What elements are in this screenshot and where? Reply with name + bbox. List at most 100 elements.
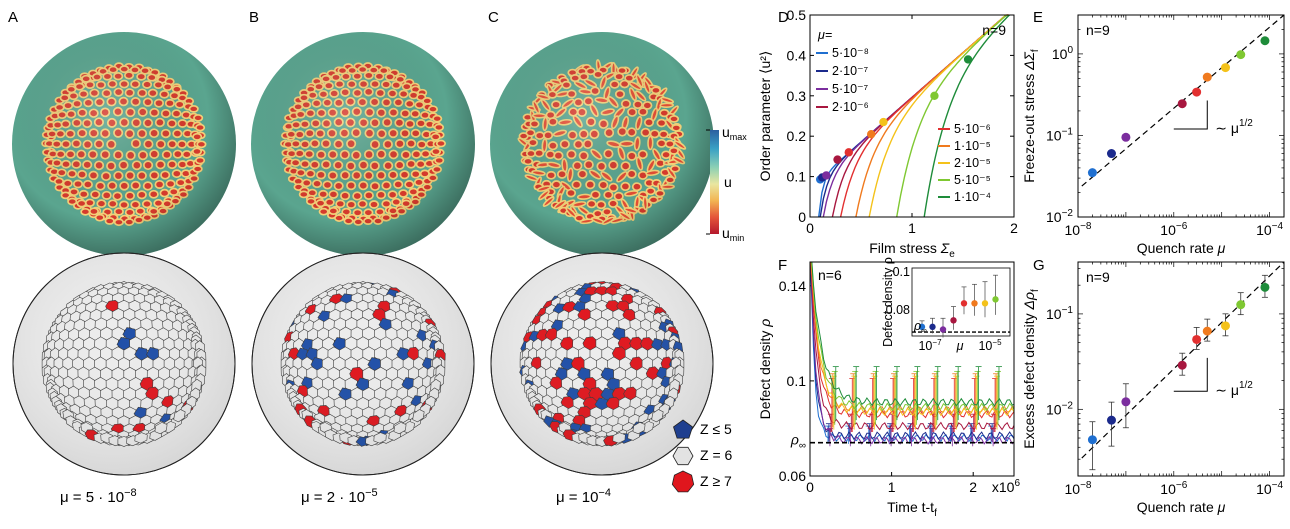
- data-point-7: [1220, 63, 1230, 73]
- panel-label-a: A: [8, 9, 18, 26]
- legend-label-2: 2·10⁻⁷: [832, 64, 869, 78]
- x-tick-label: 10−4: [1256, 480, 1283, 497]
- x-tick-label: 0: [806, 479, 814, 495]
- inset-xtick-1: 10−7: [918, 338, 942, 353]
- x-tick-label: 0: [806, 220, 814, 236]
- y-axis-label: Freeze-out stress ΔΣf: [1021, 49, 1041, 183]
- decay-line-3: [810, 262, 1014, 445]
- y-tick-label: 100: [1052, 45, 1074, 62]
- hexagon-icon: [672, 446, 694, 466]
- inset-point-1: [918, 323, 926, 331]
- y-tick-label: 10−2: [1046, 208, 1073, 225]
- legend-label-9: 1·10⁻⁴: [954, 190, 991, 204]
- colorbar-max-label: umax: [722, 124, 747, 142]
- legend-title: μ=: [817, 28, 832, 42]
- series-line-9: [923, 14, 1010, 218]
- defect-legend: Z ≤ 5 Z = 6 Z ≥ 7: [671, 419, 733, 493]
- inset-ylabel: Defect density ρ: [881, 257, 895, 347]
- annotation: n=9: [1086, 269, 1110, 285]
- plot-frame: [1077, 14, 1285, 218]
- x-tick-label: 2: [1010, 220, 1018, 236]
- data-point-4: [1177, 360, 1187, 370]
- y-axis-label: Order parameter ⟨u²⟩: [757, 51, 773, 182]
- x-multiplier: x106: [992, 478, 1021, 495]
- slope-label: ∼ μ1/2: [1215, 118, 1253, 136]
- sphere-outline: [251, 252, 475, 476]
- inset-point-8: [992, 296, 999, 303]
- data-point-6: [1202, 326, 1212, 336]
- y-tick-label: 0.4: [787, 47, 807, 63]
- defect-sphere-3: [490, 252, 714, 476]
- x-tick-label: 10−6: [1160, 480, 1187, 497]
- decay-line-7: [810, 262, 1014, 417]
- colorbar-min-label: umin: [722, 225, 744, 243]
- series-line-7: [868, 14, 1008, 218]
- panel-label-b: B: [249, 9, 259, 26]
- sphere-shading: [251, 32, 475, 256]
- pattern-spheres: [12, 32, 714, 256]
- data-point-1: [1087, 435, 1097, 445]
- annotation: n=9: [982, 22, 1006, 38]
- pattern-sphere-a: [12, 32, 236, 256]
- y-tick-label: 0.1: [787, 373, 807, 389]
- data-point-9: [1260, 282, 1270, 292]
- chart-g: 10−8 10−6 10−4 10−2 10−1 ∼ μ1/2 n=9 Quench rate…: [1021, 261, 1285, 515]
- chart-e: 10−8 10−6 10−4 10−2 10−1 100 ∼ μ1/2 n=9 Quench r…: [1021, 14, 1285, 256]
- y-tick-label: 0.2: [787, 128, 807, 144]
- legend-z7: Z ≥ 7: [700, 473, 732, 489]
- x-tick-label: 10−8: [1065, 221, 1092, 238]
- inset-ytick2: 0.08: [886, 303, 910, 317]
- x-axis-label: Quench rate μ: [1137, 240, 1226, 256]
- y-tick-label: 10−1: [1046, 305, 1073, 322]
- decay-line-2: [810, 265, 1014, 441]
- pattern-sphere-b: [251, 32, 475, 256]
- data-point-1: [1087, 168, 1097, 178]
- inset-ytick: 0.1: [893, 265, 910, 279]
- defect-sphere-1: [12, 252, 236, 476]
- sphere-shading: [12, 32, 236, 256]
- caption-c: μ = 10−4: [556, 487, 611, 506]
- annotation: n=6: [818, 267, 842, 283]
- inset-point-4: [950, 317, 957, 324]
- series-line-8: [896, 14, 1009, 218]
- defect-spheres: [12, 252, 714, 476]
- panel-label-d: D: [778, 9, 789, 26]
- panel-label-e: E: [1033, 9, 1043, 26]
- series-marker-6: [867, 129, 876, 139]
- data-point-6: [1202, 72, 1212, 82]
- panel-label-c: C: [488, 9, 499, 26]
- inset-rho-label: ρ∞: [913, 319, 927, 335]
- inset-xlabel: μ: [956, 339, 964, 353]
- sphere-outline: [12, 252, 236, 476]
- data-point-3: [1121, 132, 1131, 142]
- x-axis-label: Film stress Σe: [869, 240, 955, 260]
- legend-label-8: 5·10⁻⁵: [954, 173, 991, 187]
- pentagon-icon: [673, 419, 693, 439]
- data-point-2: [1106, 149, 1116, 159]
- data-point-2: [1106, 415, 1116, 425]
- series-marker-3: [822, 171, 831, 180]
- slope-triangle: [1173, 100, 1208, 130]
- y-tick-label: 0.1: [787, 169, 807, 185]
- pattern-sphere-c: [490, 32, 714, 256]
- colorbar: umax u umin: [706, 124, 747, 243]
- inset-xtick-2: 10−5: [978, 338, 1002, 353]
- y-tick-label: 0.3: [787, 88, 807, 104]
- annotation: n=9: [1086, 22, 1110, 38]
- colorbar-mid-label: u: [724, 174, 732, 190]
- decay-line-1: [810, 274, 1014, 443]
- data-point-9: [1260, 36, 1270, 46]
- colorbar-gradient: [710, 130, 719, 234]
- x-axis-label: Quench rate μ: [1137, 499, 1226, 515]
- series-marker-9: [963, 55, 973, 64]
- y-tick-label: 0: [798, 209, 806, 225]
- legend-z5: Z ≤ 5: [700, 421, 732, 437]
- legend-label-5: 5·10⁻⁶: [954, 122, 991, 136]
- y-tick-label: 0.06: [779, 468, 806, 484]
- series-marker-5: [844, 148, 853, 157]
- inset-point-5: [960, 300, 968, 307]
- data-point-5: [1192, 87, 1202, 97]
- caption-a: μ = 5 · 10−8: [60, 487, 137, 506]
